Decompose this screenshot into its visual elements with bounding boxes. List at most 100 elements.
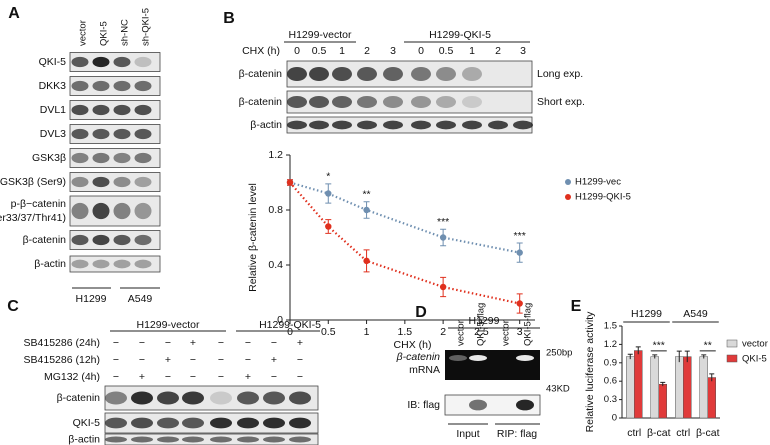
treatment-sign: + <box>190 337 196 349</box>
blot-band <box>411 120 431 130</box>
blot-band <box>332 66 352 82</box>
bar <box>658 384 667 419</box>
blot-band <box>383 66 403 82</box>
lane-label: 1 <box>339 45 345 57</box>
data-point <box>286 179 294 186</box>
group-label: H1299-QKI-5 <box>259 319 321 331</box>
blot-band <box>332 96 352 108</box>
group-label: H1299 <box>76 293 107 305</box>
blot-band <box>157 436 179 443</box>
gel-band <box>469 355 487 361</box>
blot-band <box>92 234 110 246</box>
treatment-sign: − <box>139 354 145 366</box>
y-tick-label: 1.2 <box>268 149 283 161</box>
y-tick-label: 0 <box>612 413 617 424</box>
treatment-sign: + <box>165 354 171 366</box>
blot-band <box>71 80 89 92</box>
x-tick-label: β-cat <box>696 427 720 439</box>
blot-band <box>134 80 152 92</box>
error-bar <box>635 346 641 355</box>
blot-band <box>309 66 329 82</box>
row-label: β-catenin <box>396 351 441 363</box>
blot-band <box>134 152 152 164</box>
legend-swatch <box>726 339 738 348</box>
treatment-sign: − <box>113 354 119 366</box>
y-tick-label: 0.9 <box>604 357 617 368</box>
treatment-sign: + <box>139 371 145 383</box>
y-tick-label: 0 <box>277 314 283 326</box>
legend-label: QKI-5 <box>742 354 767 365</box>
blot-band <box>105 417 127 429</box>
lane-label: 0.5 <box>312 45 327 57</box>
blot-band <box>131 417 153 429</box>
group-label: H1299 <box>469 315 500 327</box>
row-label: β-catenin <box>239 68 283 80</box>
blot-band <box>134 176 152 188</box>
blot-band <box>113 152 131 164</box>
blot-band <box>71 259 89 269</box>
blot-band <box>92 202 110 220</box>
blot-band <box>113 176 131 188</box>
significance: * <box>326 171 330 183</box>
row-label: β-actin <box>250 119 282 131</box>
treatment-sign: − <box>165 371 171 383</box>
lane-label: 2 <box>364 45 370 57</box>
bar <box>675 356 684 419</box>
lane-label: vector <box>501 320 512 346</box>
blot-band <box>332 120 352 130</box>
trend-line <box>289 181 520 254</box>
row-label: p-β−catenin <box>11 198 67 210</box>
legend-label: H1299-vec <box>575 177 621 188</box>
lane-label: vector <box>78 20 89 46</box>
exposure-label: Long exp. <box>537 68 583 80</box>
treatment-sign: − <box>297 354 303 366</box>
gel <box>445 350 540 380</box>
lane-label: 0 <box>294 45 300 57</box>
x-tick-label: ctrl <box>627 427 641 439</box>
blot-band <box>113 56 131 68</box>
blot-band <box>237 391 259 405</box>
y-tick-label: 0.8 <box>268 204 283 216</box>
significance: *** <box>653 340 665 352</box>
error-bar <box>652 354 658 359</box>
treatment-sign: − <box>218 371 224 383</box>
blot-band <box>287 120 307 130</box>
group-label: H1299-QKI-5 <box>429 29 491 41</box>
bar <box>707 377 716 419</box>
legend-label: H1299-QKI-5 <box>575 192 631 203</box>
treatment-label: SB415286 (24h) <box>24 337 100 349</box>
error-bar <box>709 373 715 382</box>
row-label: QKI-5 <box>39 56 67 68</box>
blot-band <box>182 417 204 429</box>
blot-band <box>131 436 153 443</box>
row-label: β-catenin <box>23 234 67 246</box>
blot-band <box>71 104 89 116</box>
exposure-label: Short exp. <box>537 96 585 108</box>
treatment-sign: − <box>139 337 145 349</box>
blot-band <box>105 436 127 443</box>
blot-band <box>513 120 533 130</box>
row-label: β-actin <box>68 433 100 445</box>
blot-band <box>411 96 431 108</box>
lane-label: sh-QKI-5 <box>141 8 152 46</box>
blot <box>69 172 161 192</box>
panel-label: A <box>8 5 20 22</box>
blot-band <box>71 176 89 188</box>
treatment-sign: − <box>245 337 251 349</box>
group-label: H1299 <box>631 308 662 320</box>
row-label: β-catenin <box>239 96 283 108</box>
bar <box>699 356 708 419</box>
row-label: DVL3 <box>40 128 66 140</box>
blot-band <box>71 152 89 164</box>
treatment-sign: − <box>218 337 224 349</box>
data-point <box>516 300 523 307</box>
legend-marker <box>565 179 571 185</box>
blot-band <box>210 391 232 405</box>
size-label: 43KD <box>546 384 570 395</box>
blot-band <box>357 96 377 108</box>
lane-label: 1 <box>469 45 475 57</box>
error-bar <box>660 381 666 387</box>
x-tick-label: 3 <box>517 326 523 338</box>
blot-band <box>134 104 152 116</box>
data-point <box>325 223 332 230</box>
